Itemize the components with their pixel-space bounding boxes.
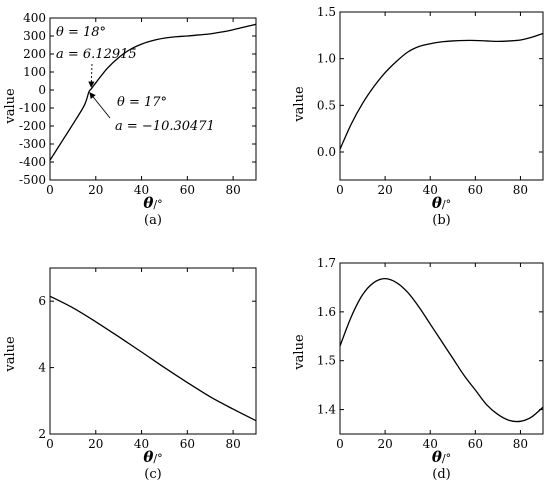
y-tick-label: 1.7 <box>317 256 336 270</box>
panel-caption: (b) <box>432 213 450 228</box>
y-tick-label: -500 <box>19 173 46 187</box>
plot-frame <box>49 17 257 181</box>
y-tick-label: -400 <box>19 155 46 169</box>
y-tick-label: 200 <box>23 47 46 61</box>
y-tick-label: 100 <box>23 65 46 79</box>
x-tick-label: 0 <box>336 437 344 451</box>
x-axis-label-symbol: θ <box>143 448 153 466</box>
x-tick-label: 80 <box>225 183 240 197</box>
y-tick-label: -200 <box>19 119 46 133</box>
y-tick-label: 4 <box>38 361 46 375</box>
x-axis-label: θ/° <box>143 194 162 212</box>
x-tick-label: 60 <box>468 437 483 451</box>
x-axis-label: θ/° <box>432 194 451 212</box>
x-tick-label: 0 <box>336 183 344 197</box>
x-tick-label: 60 <box>180 437 195 451</box>
y-tick-label: 0.5 <box>317 98 336 112</box>
x-tick-label: 20 <box>88 183 103 197</box>
panel-caption: (d) <box>432 467 450 482</box>
x-axis-label-symbol: θ <box>143 194 153 212</box>
x-tick-label: 20 <box>377 437 392 451</box>
chart-panel-a: 0 20 40 60 80 -500 -400 -300 -200 -100 0 100 200 300 4… <box>3 11 257 228</box>
x-tick-label: 0 <box>46 437 54 451</box>
y-tick-label: 1.5 <box>317 5 336 19</box>
y-axis-label: value <box>292 334 307 371</box>
series-line <box>49 295 257 422</box>
y-tick-label: 1.5 <box>317 354 336 368</box>
annotation-arrow <box>88 63 95 88</box>
annotation-theta-label: θ = 18° <box>56 25 106 40</box>
plot-frame <box>49 267 257 435</box>
x-tick-label: 40 <box>423 183 438 197</box>
y-tick-label: -300 <box>19 137 46 151</box>
y-tick-label: 0.0 <box>317 145 336 159</box>
plot-frame <box>339 262 544 435</box>
x-axis-label: θ/° <box>432 448 451 466</box>
y-tick-label: 300 <box>23 29 46 43</box>
y-tick-label: 2 <box>38 427 46 441</box>
series-line <box>339 277 544 423</box>
annotation-theta-label: θ = 17° <box>117 95 167 110</box>
x-tick-label: 60 <box>180 183 195 197</box>
x-axis-label-unit: /° <box>153 198 162 211</box>
x-tick-label: 40 <box>134 437 149 451</box>
y-tick-label: -100 <box>19 101 46 115</box>
x-axis-label-unit: /° <box>153 452 162 465</box>
y-tick-label: 400 <box>23 11 46 25</box>
x-tick-label: 80 <box>513 183 528 197</box>
x-axis-label-symbol: θ <box>432 448 442 466</box>
x-tick-label: 80 <box>225 437 240 451</box>
y-axis-label: value <box>3 336 18 373</box>
y-tick-label: 1.4 <box>317 403 336 417</box>
x-tick-label: 20 <box>88 437 103 451</box>
x-tick-label: 60 <box>468 183 483 197</box>
panel-caption: (c) <box>144 467 161 482</box>
annotation-a-label: a = −10.30471 <box>115 119 215 134</box>
y-axis-label: value <box>3 88 18 125</box>
series-line <box>339 32 544 150</box>
x-axis-label-unit: /° <box>442 198 451 211</box>
x-axis-label-symbol: θ <box>432 194 442 212</box>
x-tick-label: 40 <box>423 437 438 451</box>
y-tick-label: 1.6 <box>317 305 336 319</box>
x-tick-label: 20 <box>377 183 392 197</box>
x-tick-label: 80 <box>513 437 528 451</box>
annotation-a-label: a = 6.12915 <box>56 47 137 62</box>
x-tick-label: 40 <box>134 183 149 197</box>
y-tick-label: 1.0 <box>317 52 336 66</box>
annotation-arrow <box>89 92 111 119</box>
x-axis-label: θ/° <box>143 448 162 466</box>
plot-frame <box>339 11 544 181</box>
series-line <box>49 23 257 161</box>
x-tick-label: 0 <box>46 183 54 197</box>
y-tick-label: 6 <box>38 294 46 308</box>
y-tick-label: 0 <box>38 83 46 97</box>
x-axis-label-unit: /° <box>442 452 451 465</box>
panel-caption: (a) <box>144 213 162 228</box>
y-axis-label: value <box>292 86 307 123</box>
